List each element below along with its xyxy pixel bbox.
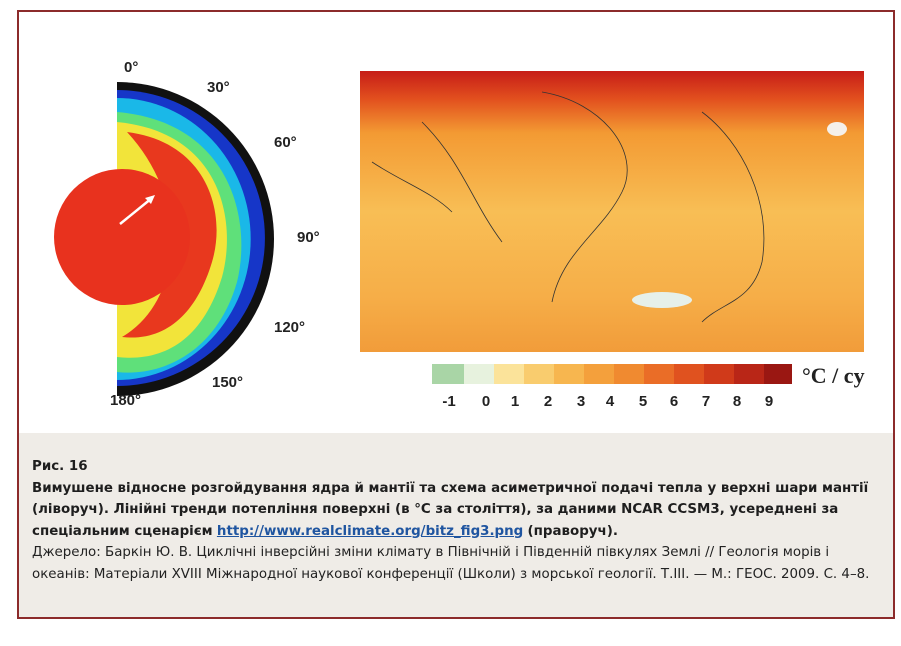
figure-frame: 0° 30° 60° 90° 120° 150° 180° -1 0 1 2 3 4 5 6 7 8 9 °C / … [17, 10, 895, 619]
colorbar-tick-label: 5 [639, 393, 647, 410]
angle-label: 90° [297, 229, 320, 246]
colorbar-tick-label: 4 [606, 393, 615, 410]
source-link[interactable]: http://www.realclimate.org/bitz_fig3.png [216, 523, 524, 539]
colorbar-tick-label: 1 [511, 393, 519, 410]
climate-map [360, 71, 864, 352]
mantle-diagram [54, 82, 274, 396]
caption-after-link: (праворуч). [527, 523, 618, 539]
angle-label: 180° [110, 392, 141, 409]
colorbar-tick-label: 6 [670, 393, 678, 410]
colorbar-tick-label: 3 [577, 393, 585, 410]
colorbar-unit: °C / cy [802, 363, 865, 388]
colorbar-tick-label: 9 [765, 393, 773, 410]
caption-background [19, 433, 893, 617]
colorbar-tick-label: 0 [482, 393, 490, 410]
colorbar-tick-label: 2 [544, 393, 552, 410]
caption-label: Рис. 16 [32, 459, 88, 474]
caption: Рис. 16 Вимушене відносне розгойдування … [32, 456, 882, 585]
colorbar-tick-label: 8 [733, 393, 741, 410]
figure-images: 0° 30° 60° 90° 120° 150° 180° -1 0 1 2 3 4 5 6 7 8 9 °C / … [54, 59, 865, 410]
colorbar [432, 364, 792, 384]
angle-label: 60° [274, 134, 297, 151]
angle-label: 30° [207, 79, 230, 96]
colorbar-tick-label: -1 [442, 393, 455, 410]
colorbar-tick-label: 7 [702, 393, 710, 410]
angle-label: 120° [274, 319, 305, 336]
caption-source: Джерело: Баркін Ю. В. Циклічні інверсійн… [32, 545, 870, 582]
angle-label: 0° [124, 59, 138, 76]
caption-title: Вимушене відносне розгойдування ядра й м… [32, 480, 869, 539]
angle-label: 150° [212, 374, 243, 391]
